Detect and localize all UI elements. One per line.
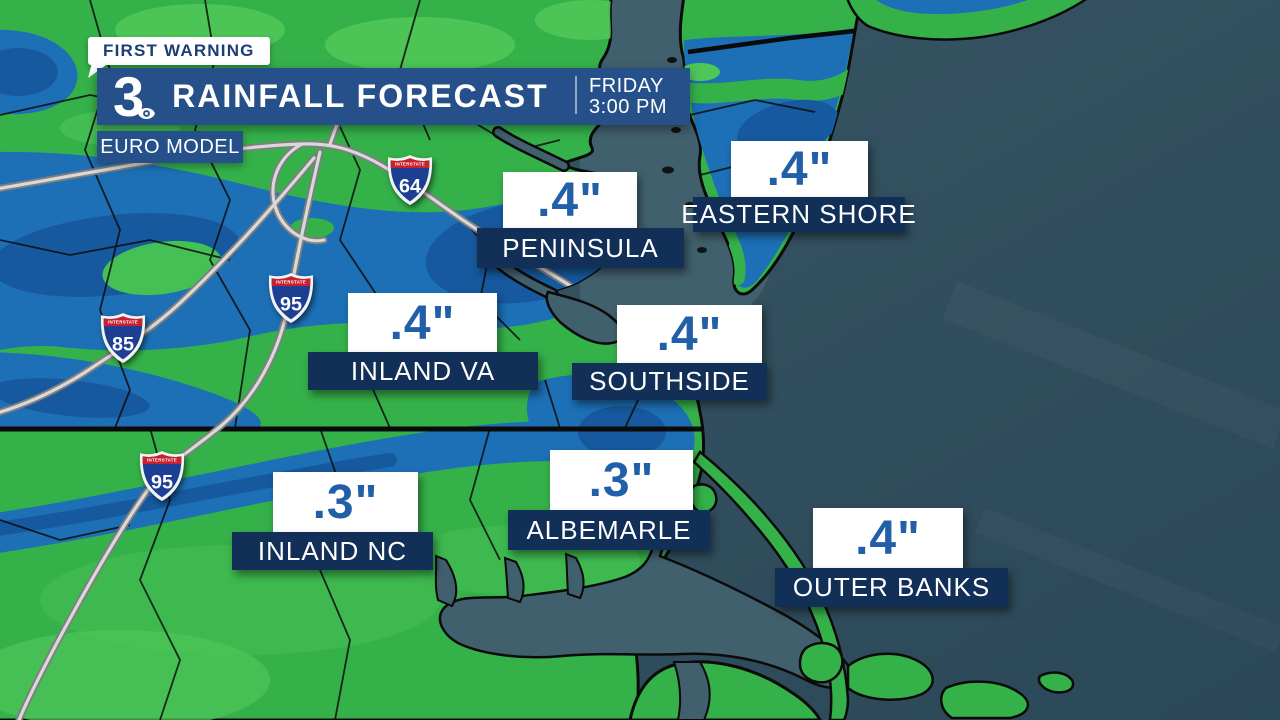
svg-text:85: 85 — [112, 333, 134, 355]
rain-amount-eastern-shore: .4" — [731, 141, 868, 197]
svg-text:INTERSTATE: INTERSTATE — [147, 458, 177, 463]
interstate-shield-64: INTERSTATE 64 — [387, 154, 433, 206]
rain-amount-southside: .4" — [617, 305, 762, 363]
interstate-shield-95: INTERSTATE 95 — [139, 450, 185, 502]
rain-amount-peninsula: .4" — [503, 172, 637, 228]
interstate-shield-85: INTERSTATE 85 — [100, 312, 146, 364]
header-divider — [575, 76, 577, 114]
svg-text:INTERSTATE: INTERSTATE — [108, 320, 138, 325]
logo-number: 3 — [113, 64, 144, 128]
svg-text:95: 95 — [151, 471, 173, 493]
region-name-southside: SOUTHSIDE — [572, 363, 767, 400]
first-warning-badge: FIRST WARNING — [88, 37, 270, 65]
cbs-eye-icon — [138, 107, 156, 119]
valid-clock: 3:00 PM — [589, 96, 667, 118]
page-title: RAINFALL FORECAST — [172, 78, 549, 114]
region-name-eastern-shore: EASTERN SHORE — [681, 197, 916, 232]
svg-text:64: 64 — [399, 175, 421, 197]
rain-amount-inland-nc: .3" — [273, 472, 418, 532]
region-name-outer-banks: OUTER BANKS — [775, 568, 1008, 607]
rain-amount-albemarle: .3" — [550, 450, 693, 510]
header-bar: 3 RAINFALL FORECAST FRIDAY 3:00 PM — [97, 68, 690, 125]
first-warning-label: FIRST WARNING — [103, 41, 255, 60]
svg-text:INTERSTATE: INTERSTATE — [276, 280, 306, 285]
model-badge: EURO MODEL — [97, 131, 243, 163]
region-name-inland-nc: INLAND NC — [232, 532, 433, 570]
interstate-shield-95: INTERSTATE 95 — [268, 272, 314, 324]
maryland-coast-strip — [846, 0, 1087, 41]
rain-amount-inland-va: .4" — [348, 293, 497, 353]
model-name: EURO MODEL — [100, 135, 240, 158]
region-name-inland-va: INLAND VA — [308, 352, 538, 390]
valid-day: FRIDAY — [589, 75, 664, 97]
news3-station-logo: 3 — [113, 68, 156, 124]
outer-banks-islands — [659, 57, 1075, 720]
valid-time: FRIDAY 3:00 PM — [589, 76, 667, 118]
svg-text:95: 95 — [280, 293, 302, 315]
svg-text:INTERSTATE: INTERSTATE — [395, 162, 425, 167]
rain-amount-outer-banks: .4" — [813, 508, 963, 568]
region-name-albemarle: ALBEMARLE — [508, 510, 710, 550]
va-md-state-line — [687, 27, 862, 55]
albemarle-currituck-sounds — [434, 463, 854, 720]
region-name-peninsula: PENINSULA — [477, 228, 684, 268]
